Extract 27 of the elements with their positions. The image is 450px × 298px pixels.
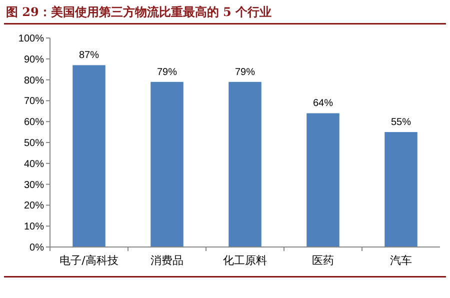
y-tick-label: 100% [18,34,44,44]
x-tick-label: 消费品 [150,254,184,267]
data-label: 87% [78,50,100,62]
y-tick-label: 90% [24,54,44,66]
bar [228,82,262,247]
x-tick-label: 化工原料 [223,254,267,267]
bar [384,132,418,247]
y-tick-label: 70% [24,96,44,108]
x-tick-label: 电子/高科技 [60,254,118,267]
bar [306,113,340,247]
data-label: 55% [390,117,412,128]
y-tick-label: 0% [30,242,44,254]
x-tick-label: 汽车 [390,254,412,267]
x-tick-label: 医药 [312,254,334,267]
data-label: 79% [156,66,178,78]
chart-title: 图 29：美国使用第三方物流比重最高的 5 个行业 [6,5,272,19]
y-tick-label: 30% [24,180,44,191]
data-label: 79% [234,66,256,78]
bar [150,82,184,247]
bar [72,65,106,247]
y-tick-label: 60% [24,117,44,128]
y-tick-label: 20% [24,200,44,212]
data-label: 64% [312,98,334,110]
y-tick-label: 10% [24,222,44,233]
y-tick-label: 50% [24,138,44,149]
y-tick-label: 80% [24,75,44,86]
y-tick-label: 40% [24,158,44,170]
